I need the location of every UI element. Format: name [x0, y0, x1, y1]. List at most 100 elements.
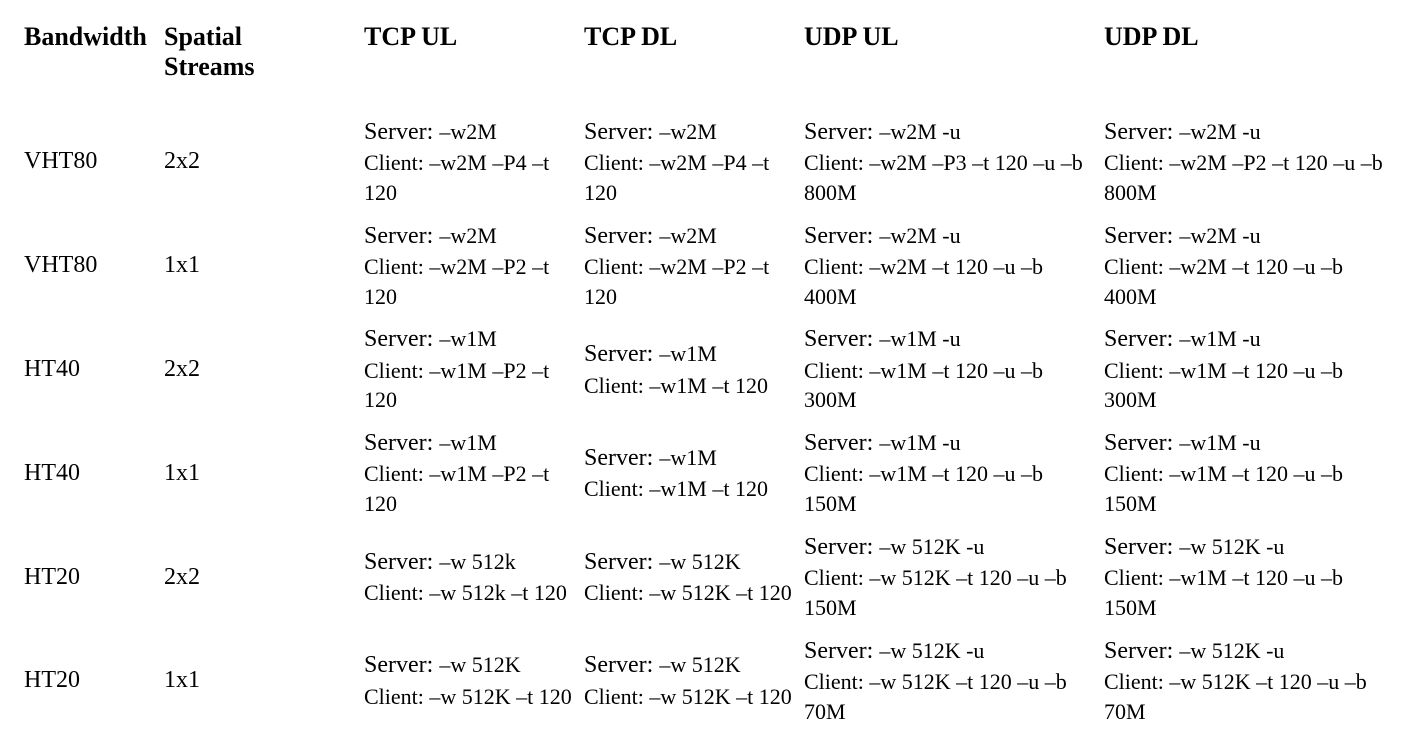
- client-line: Client: –w 512K –t 120 –u –b 70M: [804, 667, 1094, 726]
- cell-udp_dl: Server: –w1M -uClient: –w1M –t 120 –u –b…: [1104, 317, 1404, 421]
- cell-content: Server: –w 512KClient: –w 512K –t 120: [584, 649, 794, 711]
- client-label: Client:: [804, 669, 869, 694]
- document-page: Bandwidth Spatial Streams TCP UL TCP DL …: [0, 0, 1413, 742]
- client-label: Client:: [584, 580, 649, 605]
- client-line: Client: –w2M –t 120 –u –b 400M: [1104, 252, 1394, 311]
- server-label: Server:: [804, 326, 879, 352]
- client-label: Client:: [1104, 254, 1169, 279]
- client-label: Client:: [584, 373, 649, 398]
- client-label: Client:: [1104, 669, 1169, 694]
- client-label: Client:: [364, 461, 429, 486]
- cell-content: Server: –w 512K -uClient: –w1M –t 120 –u…: [1104, 531, 1394, 623]
- client-line: Client: –w1M –t 120: [584, 474, 794, 504]
- col-header-udp-ul: UDP UL: [804, 18, 1104, 110]
- server-label: Server:: [804, 534, 879, 560]
- table-row: HT401x1Server: –w1MClient: –w1M –P2 –t 1…: [24, 421, 1404, 525]
- client-line: Client: –w 512K –t 120: [364, 682, 574, 712]
- server-label: Server:: [584, 119, 659, 145]
- client-params: –w 512K –t 120: [649, 580, 791, 605]
- server-label: Server:: [1104, 119, 1179, 145]
- client-params: –w1M –t 120: [649, 373, 768, 398]
- cell-bandwidth: HT20: [24, 629, 164, 733]
- client-line: Client: –w1M –t 120: [584, 371, 794, 401]
- server-label: Server:: [1104, 430, 1179, 456]
- server-params: –w2M -u: [1179, 119, 1260, 144]
- table-row: HT202x2Server: –w 512kClient: –w 512k –t…: [24, 525, 1404, 629]
- server-params: –w1M: [439, 430, 496, 455]
- cell-tcp_ul: Server: –w2MClient: –w2M –P2 –t 120: [364, 214, 584, 318]
- cell-bandwidth: VHT80: [24, 214, 164, 318]
- client-line: Client: –w2M –P2 –t 120: [584, 252, 794, 311]
- client-label: Client:: [804, 461, 869, 486]
- server-params: –w2M: [439, 223, 496, 248]
- cell-spatial-streams: 2x2: [164, 110, 364, 214]
- server-params: –w1M: [659, 341, 716, 366]
- server-label: Server:: [364, 652, 439, 678]
- server-line: Server: –w1M: [584, 442, 794, 474]
- col-header-bandwidth: Bandwidth: [24, 18, 164, 110]
- client-label: Client:: [804, 254, 869, 279]
- cell-content: Server: –w2MClient: –w2M –P2 –t 120: [364, 220, 574, 312]
- cell-udp_ul: Server: –w 512K -uClient: –w 512K –t 120…: [804, 629, 1104, 733]
- cell-tcp_ul: Server: –w2MClient: –w2M –P4 –t 120: [364, 110, 584, 214]
- cell-tcp_ul: Server: –w 512kClient: –w 512k –t 120: [364, 525, 584, 629]
- server-line: Server: –w 512K -u: [804, 635, 1094, 667]
- server-params: –w 512K -u: [879, 638, 984, 663]
- server-params: –w 512K: [659, 549, 740, 574]
- server-line: Server: –w1M -u: [804, 323, 1094, 355]
- client-label: Client:: [584, 254, 649, 279]
- cell-tcp_dl: Server: –w 512KClient: –w 512K –t 120: [584, 629, 804, 733]
- cell-tcp_dl: Server: –w1MClient: –w1M –t 120: [584, 317, 804, 421]
- table-head: Bandwidth Spatial Streams TCP UL TCP DL …: [24, 18, 1404, 110]
- client-label: Client:: [364, 358, 429, 383]
- col-header-tcp-ul: TCP UL: [364, 18, 584, 110]
- server-line: Server: –w2M: [584, 220, 794, 252]
- client-label: Client:: [804, 150, 869, 175]
- server-label: Server:: [1104, 326, 1179, 352]
- server-label: Server:: [364, 223, 439, 249]
- cell-content: Server: –w 512K -uClient: –w 512K –t 120…: [804, 531, 1094, 623]
- client-line: Client: –w 512K –t 120: [584, 578, 794, 608]
- server-line: Server: –w2M -u: [1104, 220, 1394, 252]
- client-label: Client:: [1104, 150, 1169, 175]
- client-line: Client: –w2M –t 120 –u –b 400M: [804, 252, 1094, 311]
- table-row: HT402x2Server: –w1MClient: –w1M –P2 –t 1…: [24, 317, 1404, 421]
- cell-content: Server: –w1M -uClient: –w1M –t 120 –u –b…: [804, 427, 1094, 519]
- server-label: Server:: [584, 445, 659, 471]
- client-line: Client: –w2M –P4 –t 120: [364, 148, 574, 207]
- server-line: Server: –w2M: [584, 116, 794, 148]
- server-params: –w2M -u: [879, 223, 960, 248]
- client-params: –w 512k –t 120: [429, 580, 567, 605]
- client-line: Client: –w 512K –t 120 –u –b 70M: [1104, 667, 1394, 726]
- cell-tcp_ul: Server: –w1MClient: –w1M –P2 –t 120: [364, 317, 584, 421]
- server-params: –w2M: [659, 119, 716, 144]
- server-label: Server:: [364, 326, 439, 352]
- client-label: Client:: [364, 580, 429, 605]
- server-params: –w1M -u: [1179, 430, 1260, 455]
- client-line: Client: –w1M –t 120 –u –b 150M: [1104, 563, 1394, 622]
- cell-content: Server: –w1M -uClient: –w1M –t 120 –u –b…: [1104, 427, 1394, 519]
- server-label: Server:: [364, 549, 439, 575]
- server-line: Server: –w2M: [364, 116, 574, 148]
- client-line: Client: –w1M –P2 –t 120: [364, 459, 574, 518]
- server-params: –w2M -u: [1179, 223, 1260, 248]
- client-label: Client:: [584, 684, 649, 709]
- cell-tcp_ul: Server: –w1MClient: –w1M –P2 –t 120: [364, 421, 584, 525]
- server-line: Server: –w 512K -u: [804, 531, 1094, 563]
- cell-udp_dl: Server: –w 512K -uClient: –w1M –t 120 –u…: [1104, 525, 1404, 629]
- cell-content: Server: –w2M -uClient: –w2M –t 120 –u –b…: [804, 220, 1094, 312]
- cell-spatial-streams: 1x1: [164, 421, 364, 525]
- server-label: Server:: [804, 430, 879, 456]
- server-params: –w1M -u: [879, 326, 960, 351]
- table-body: VHT802x2Server: –w2MClient: –w2M –P4 –t …: [24, 110, 1404, 733]
- server-params: –w 512K -u: [879, 534, 984, 559]
- client-line: Client: –w1M –t 120 –u –b 300M: [1104, 356, 1394, 415]
- server-line: Server: –w1M: [364, 323, 574, 355]
- cell-udp_ul: Server: –w1M -uClient: –w1M –t 120 –u –b…: [804, 317, 1104, 421]
- server-label: Server:: [1104, 223, 1179, 249]
- cell-content: Server: –w 512K -uClient: –w 512K –t 120…: [804, 635, 1094, 727]
- server-label: Server:: [804, 119, 879, 145]
- server-params: –w2M: [659, 223, 716, 248]
- server-line: Server: –w 512K: [364, 649, 574, 681]
- table-row: VHT802x2Server: –w2MClient: –w2M –P4 –t …: [24, 110, 1404, 214]
